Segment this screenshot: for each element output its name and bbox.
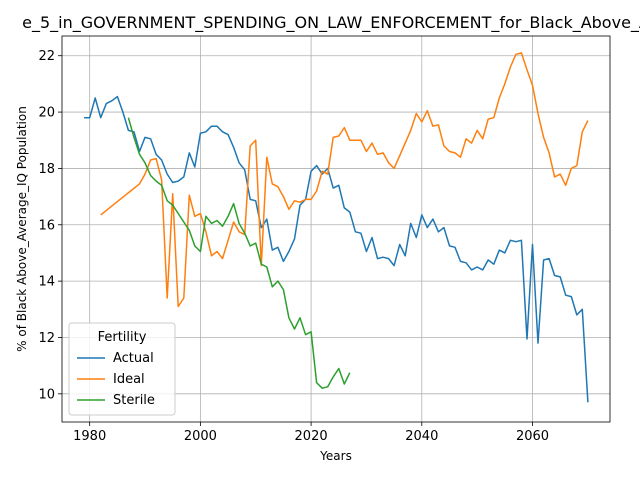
legend-item-ideal: Ideal	[77, 372, 145, 387]
legend-label: Actual	[113, 351, 154, 366]
y-tick-label: 10	[38, 387, 55, 402]
series-line-ideal	[100, 52, 589, 308]
series-line-actual	[84, 95, 589, 403]
legend-item-sterile: Sterile	[77, 393, 155, 408]
legend-items: Actual Ideal Sterile	[77, 351, 155, 408]
chart-title: e_5_in_GOVERNMENT_SPENDING_ON_LAW_ENFORC…	[22, 13, 640, 33]
legend: Fertility Actual Ideal Sterile	[68, 322, 176, 416]
y-tick-label: 18	[38, 162, 55, 177]
legend-title: Fertility	[98, 330, 147, 345]
x-tick-label: 2000	[184, 429, 217, 444]
y-tick-label: 12	[38, 331, 55, 346]
y-tick-label: 20	[38, 106, 55, 121]
y-tick-label: 22	[38, 49, 55, 64]
x-axis-label: Years	[319, 449, 352, 463]
x-tick-label: 2040	[405, 429, 438, 444]
x-tick-label: 2060	[516, 429, 549, 444]
y-axis-ticks: 10 12 14 16 18 20 22	[38, 49, 62, 402]
series-lines	[84, 52, 589, 403]
x-axis-ticks: 1980 2000 2020 2040 2060	[73, 422, 549, 444]
legend-label: Ideal	[113, 372, 145, 387]
y-axis-label: % of Black Above_Average_IQ Population	[15, 106, 29, 352]
x-tick-label: 1980	[73, 429, 106, 444]
y-tick-label: 16	[38, 218, 55, 233]
y-tick-label: 14	[38, 275, 55, 290]
legend-label: Sterile	[113, 393, 155, 408]
legend-box	[68, 322, 176, 416]
x-tick-label: 2020	[295, 429, 328, 444]
series-line-sterile	[127, 117, 351, 389]
legend-item-actual: Actual	[77, 351, 154, 366]
plot-area-frame	[61, 35, 611, 423]
